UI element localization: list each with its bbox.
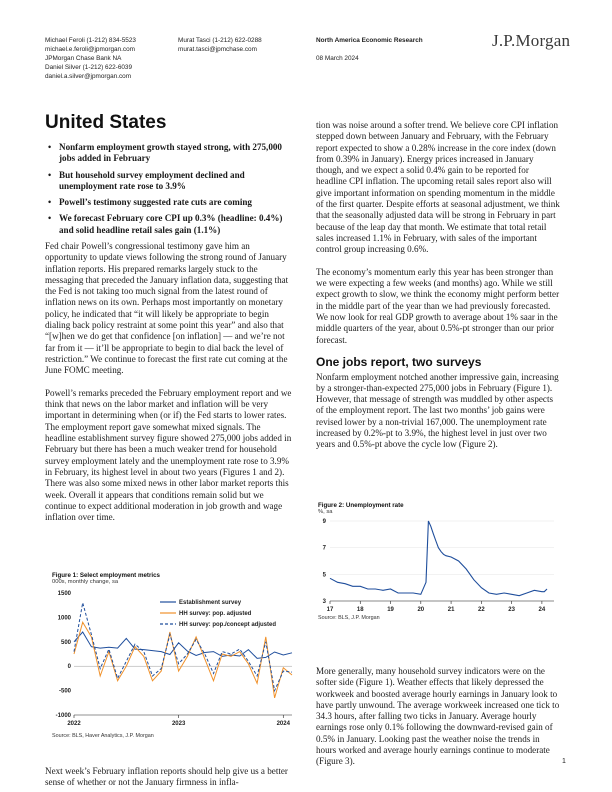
paragraph: Fed chair Powell’s congressional testimo…	[45, 241, 289, 376]
y-tick-label: 7	[323, 546, 327, 552]
author-line: Daniel Silver (1-212) 622-6039	[45, 64, 133, 71]
author-line: JPMorgan Chase Bank NA	[45, 55, 122, 62]
key-points-list: • Nonfarm employment growth stayed strong…	[45, 142, 295, 241]
key-point: • We forecast February core CPI up 0.3% (…	[48, 213, 283, 235]
figure-title: Figure 2: Unemployment rate	[318, 502, 404, 509]
x-tick-label: 20	[417, 607, 424, 613]
y-tick-label: 3	[323, 599, 327, 605]
y-tick-label: -1000	[56, 713, 72, 719]
unemployment-chart: 3 5 7 9 17 18 19 20 21 22 23 24	[323, 519, 554, 613]
paragraph: tion was noise around a softer trend. We…	[316, 120, 560, 255]
x-tick-label: 21	[448, 607, 455, 613]
x-tick-label: 2022	[67, 721, 81, 727]
right-column: tion was noise around a softer trend. We…	[316, 120, 561, 462]
paragraph: Powell’s remarks preceded the February e…	[45, 387, 292, 523]
author-email[interactable]: michael.e.feroli@jpmorgan.com	[45, 46, 135, 53]
x-tick-label: 2024	[277, 721, 291, 727]
x-tick-label: 17	[327, 607, 334, 613]
report-header: North America Economic Research 08 March…	[316, 36, 423, 63]
figure-subtitle: %, sa	[318, 509, 333, 515]
author-block-left: Michael Feroli (1-212) 834-5523 michael.…	[45, 36, 136, 81]
bullet-icon: •	[48, 142, 52, 152]
series-line	[73, 631, 293, 659]
key-point: • Nonfarm employment growth stayed strong…	[48, 142, 282, 164]
series-line	[73, 602, 293, 693]
bullet-icon: •	[48, 169, 52, 180]
figure-source: Source: BLS, J.P. Morgan	[318, 615, 380, 621]
y-tick-label: -500	[59, 689, 72, 695]
report-date: 08 March 2024	[316, 55, 359, 62]
figure-2: Figure 2: Unemployment rate %, sa 3 5 7 9 17…	[318, 502, 563, 672]
series-line	[329, 520, 548, 597]
paragraph: The economy’s momentum early this year h…	[316, 266, 560, 345]
author-line: Michael Feroli (1-212) 834-5523	[45, 37, 136, 44]
author-email[interactable]: daniel.a.silver@jpmorgan.com	[45, 73, 132, 80]
x-tick-label: 19	[387, 607, 394, 613]
x-tick-label: 23	[508, 607, 515, 613]
author-block-mid: Murat Tasci (1-212) 622-0288 murat.tasci…	[178, 36, 262, 54]
y-tick-label: 1000	[58, 615, 72, 621]
x-tick-label: 24	[539, 607, 546, 613]
x-tick-label: 18	[357, 607, 364, 613]
section-heading: One jobs report, two surveys	[316, 355, 482, 370]
legend-label: HH survey: pop. adjusted	[179, 611, 252, 617]
figure-1: Figure 1: Select employment metrics 000s…	[52, 572, 297, 752]
figure-source: Source: BLS, Haver Analytics, J.P. Morga…	[52, 733, 154, 739]
legend-label: HH survey: pop./concept adjusted	[179, 622, 276, 628]
author-email[interactable]: murat.tasci@jpmchase.com	[178, 46, 257, 53]
key-point: • But household survey employment decline…	[48, 169, 245, 191]
jpmorgan-logo: J.P.Morgan	[492, 31, 571, 50]
left-column: Fed chair Powell’s congressional testimo…	[45, 241, 293, 535]
y-tick-label: 0	[68, 664, 72, 670]
paragraph: Nonfarm employment notched another impre…	[316, 371, 559, 450]
bullet-icon: •	[48, 213, 52, 224]
series-line	[73, 621, 293, 699]
legend-label: Establishment survey	[179, 600, 242, 606]
y-tick-label: 9	[323, 519, 327, 525]
report-series-title: North America Economic Research	[316, 37, 423, 44]
figure-subtitle: 000s, monthly change, sa	[52, 579, 119, 585]
author-line: Murat Tasci (1-212) 622-0288	[178, 37, 262, 44]
x-tick-label: 22	[478, 607, 485, 613]
figure-title: Figure 1: Select employment metrics	[52, 572, 160, 579]
paragraph: More generally, many household survey in…	[316, 666, 560, 767]
y-tick-label: 5	[323, 572, 327, 578]
y-tick-label: 1500	[58, 591, 72, 597]
employment-chart: -1000 -500 0 500 1000 1500 2022 2023 2024 Establi…	[56, 591, 293, 727]
y-tick-label: 500	[61, 640, 72, 646]
page-number: 1	[562, 758, 566, 765]
bullet-icon: •	[48, 197, 52, 208]
paragraph: Next week’s February inflation reports s…	[45, 766, 288, 788]
key-point: • Powell’s testimony suggested rate cuts …	[48, 197, 252, 208]
x-tick-label: 2023	[172, 721, 186, 727]
page-title: United States	[45, 112, 167, 133]
